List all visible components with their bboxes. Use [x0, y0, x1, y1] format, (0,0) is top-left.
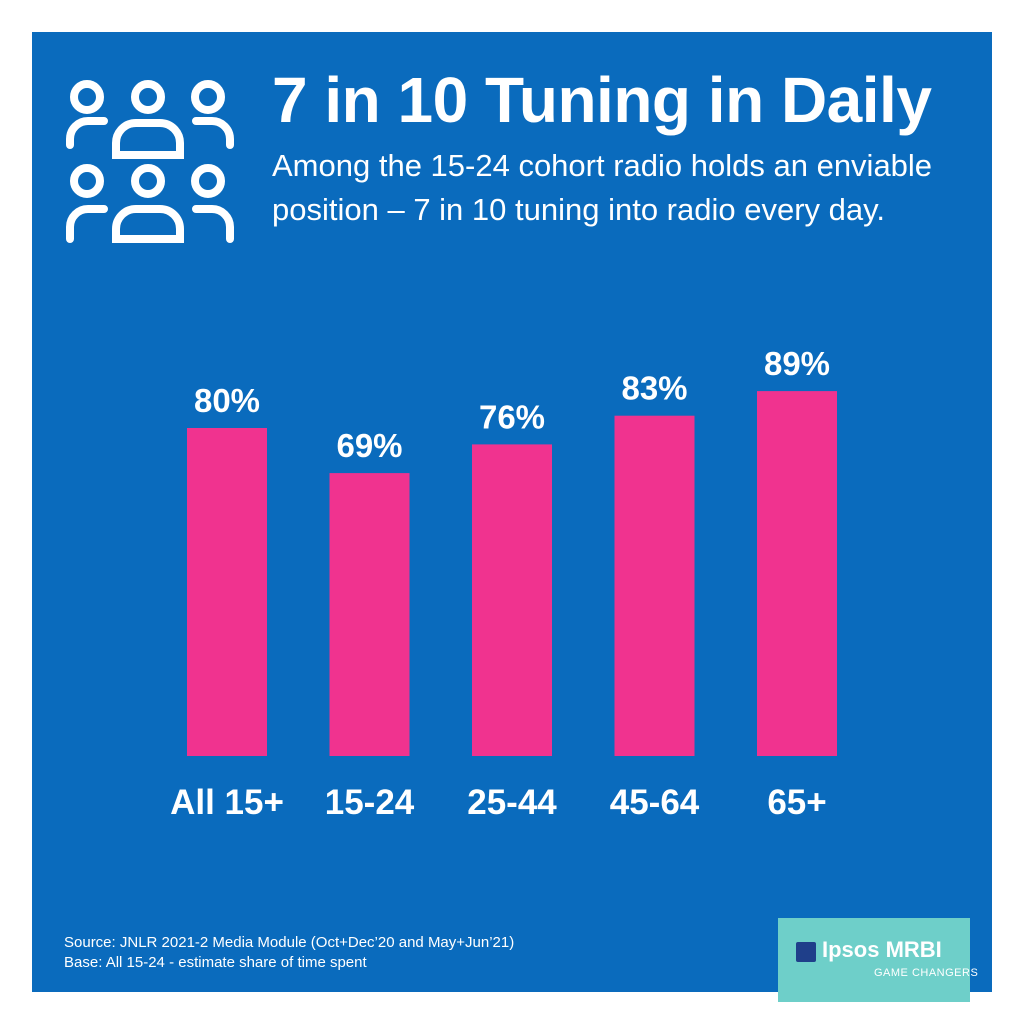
source-note: Source: JNLR 2021-2 Media Module (Oct+De…: [64, 934, 515, 951]
bar-15-24: [329, 473, 410, 756]
bar-45-64: [614, 415, 695, 756]
category-label: 65+: [767, 783, 826, 822]
people-group-icon: [66, 80, 234, 243]
data-label: 76%: [479, 398, 545, 435]
bar-25-44: [472, 444, 552, 756]
chart-subtitle: Among the 15-24 cohort radio holds an en…: [272, 148, 933, 227]
bar-65: [757, 391, 837, 756]
category-label: All 15+: [170, 783, 284, 822]
data-label: 89%: [764, 345, 830, 382]
logo-mark: [796, 942, 816, 962]
ipsos-logo: Ipsos MRBI GAME CHANGERS: [778, 918, 978, 1002]
footnote: Source: JNLR 2021-2 Media Module (Oct+De…: [64, 933, 514, 973]
chart-title: 7 in 10 Tuning in Daily: [272, 64, 932, 136]
bar-all-15: [187, 428, 267, 756]
category-label: 15-24: [325, 783, 415, 822]
data-label: 69%: [336, 427, 402, 464]
data-label: 80%: [194, 382, 260, 419]
logo-brand: Ipsos MRBI: [822, 937, 942, 962]
category-label: 25-44: [467, 783, 557, 822]
logo-tagline: GAME CHANGERS: [874, 967, 979, 979]
data-label: 83%: [621, 370, 687, 407]
base-note: Base: All 15-24 - estimate share of time…: [64, 954, 367, 971]
category-label: 45-64: [610, 783, 700, 822]
